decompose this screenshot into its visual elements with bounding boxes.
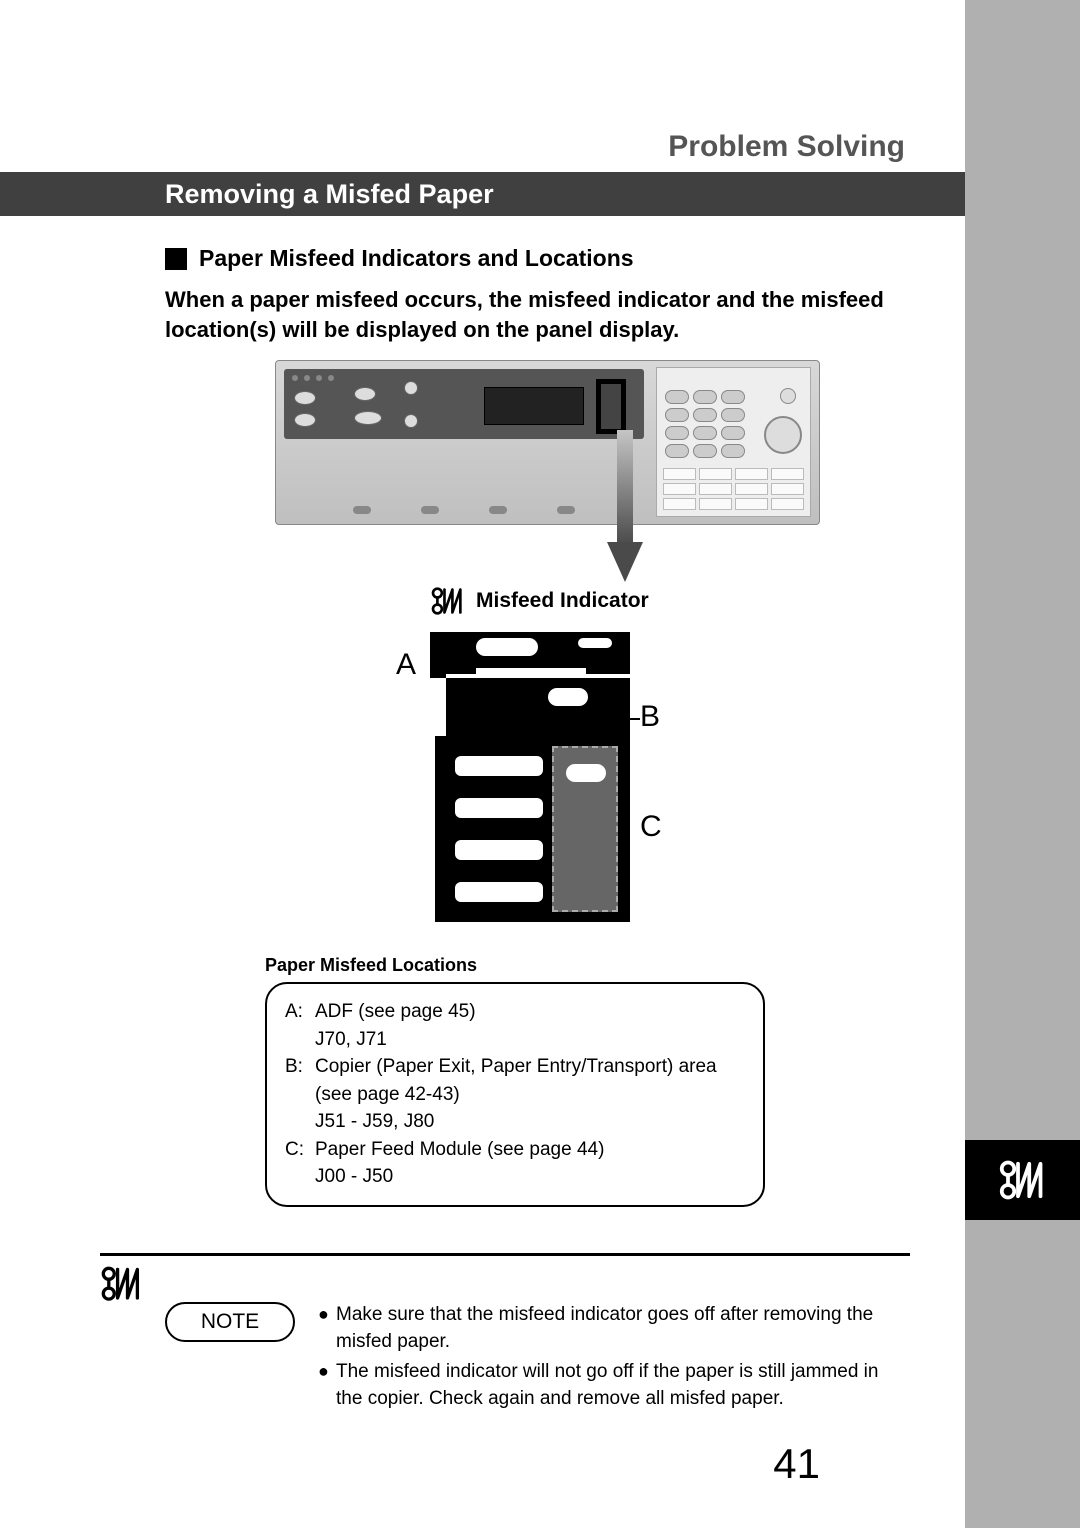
- note-list: ●Make sure that the misfeed indicator go…: [318, 1302, 905, 1416]
- misfeed-icon: [430, 586, 466, 616]
- page-content: Problem Solving Removing a Misfed Paper …: [0, 0, 965, 1528]
- note-item: ●Make sure that the misfeed indicator go…: [318, 1302, 905, 1355]
- locations-box: A: ADF (see page 45) J70, J71 B: Copier …: [265, 982, 765, 1207]
- page-title-bar: Removing a Misfed Paper: [0, 172, 965, 216]
- misfeed-indicator-label: Misfeed Indicator: [430, 586, 649, 616]
- bullet-square-icon: [165, 248, 187, 270]
- section-title: Paper Misfeed Indicators and Locations: [199, 245, 634, 272]
- location-item: B: Copier (Paper Exit, Paper Entry/Trans…: [285, 1053, 745, 1108]
- copier-body: [435, 736, 630, 922]
- control-panel-illustration: [275, 360, 820, 525]
- page-title: Removing a Misfed Paper: [165, 179, 494, 210]
- misfeed-icon: [100, 1265, 144, 1303]
- paper-feed-module-zone: [552, 746, 618, 912]
- misfeed-icon: [998, 1155, 1048, 1205]
- copier-diagram: [430, 632, 630, 922]
- panel-left-section: [284, 369, 644, 439]
- callout-arrow-icon: [605, 430, 645, 585]
- indicator-text: Misfeed Indicator: [476, 589, 649, 613]
- stop-button-icon: [780, 388, 796, 404]
- intro-text: When a paper misfeed occurs, the misfeed…: [165, 285, 905, 344]
- callout-line-b: [600, 718, 640, 720]
- section-header: Paper Misfeed Indicators and Locations: [165, 245, 634, 272]
- copier-exit-area: [446, 678, 630, 736]
- start-button-icon: [764, 416, 802, 454]
- misfeed-display-highlight: [596, 379, 626, 434]
- note-label: NOTE: [165, 1302, 295, 1342]
- side-margin: [965, 0, 1080, 1528]
- locations-title: Paper Misfeed Locations: [265, 955, 477, 976]
- divider-line: [100, 1253, 910, 1256]
- panel-bottom-buttons: [284, 506, 644, 516]
- panel-lcd: [484, 387, 584, 425]
- label-b: B: [640, 700, 660, 734]
- side-tab-misfeed: [965, 1140, 1080, 1220]
- breadcrumb: Problem Solving: [668, 130, 905, 164]
- label-a: A: [396, 648, 416, 682]
- panel-numpad-section: [656, 367, 811, 517]
- copier-adf: [430, 632, 630, 678]
- manual-page: Problem Solving Removing a Misfed Paper …: [0, 0, 1080, 1528]
- note-item: ●The misfeed indicator will not go off i…: [318, 1359, 905, 1412]
- page-number: 41: [773, 1440, 820, 1488]
- location-item: A: ADF (see page 45): [285, 998, 745, 1026]
- location-item: C: Paper Feed Module (see page 44): [285, 1136, 745, 1164]
- label-c: C: [640, 810, 662, 844]
